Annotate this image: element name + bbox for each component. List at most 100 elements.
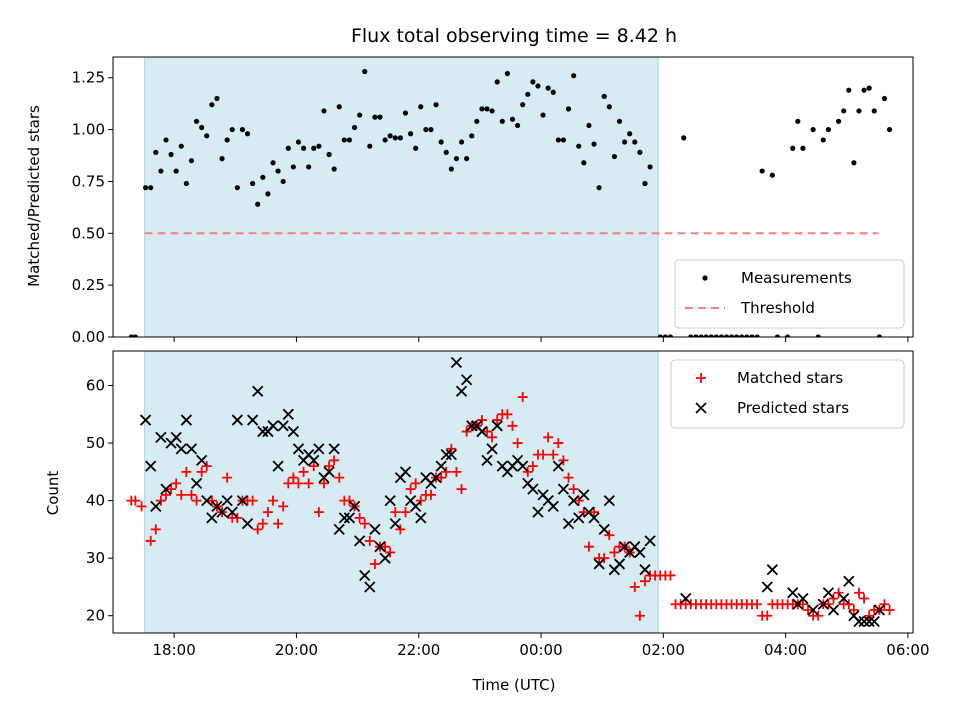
predicted-star-point xyxy=(343,512,356,524)
predicted-star-point xyxy=(817,598,829,610)
legend-predicted-marker xyxy=(695,402,707,414)
measurement-point xyxy=(774,334,781,337)
matched-star-point xyxy=(853,587,864,598)
predicted-star-point xyxy=(267,420,279,432)
predicted-star-point xyxy=(460,374,473,386)
measurement-point xyxy=(851,160,857,166)
matched-star-point xyxy=(160,489,171,500)
measurement-point xyxy=(183,180,189,187)
predicted-star-point xyxy=(787,587,799,599)
measurement-point xyxy=(800,145,806,151)
measurement-point xyxy=(723,334,730,337)
plot-area xyxy=(128,68,893,337)
predicted-star-point xyxy=(308,454,320,466)
measurement-point xyxy=(688,334,694,337)
predicted-star-point xyxy=(277,420,289,432)
matched-star-point xyxy=(380,541,391,552)
measurement-point xyxy=(571,73,577,79)
measurement-point xyxy=(433,102,439,108)
predicted-star-point xyxy=(863,615,875,628)
measurement-point xyxy=(336,104,342,110)
predicted-star-point xyxy=(359,569,371,582)
matched-star-point xyxy=(476,415,487,426)
matched-star-point xyxy=(359,518,370,529)
predicted-star-point xyxy=(196,454,208,466)
predicted-star-point xyxy=(578,489,590,501)
predicted-star-point xyxy=(532,506,544,518)
predicted-star-point xyxy=(455,385,468,397)
measurement-point xyxy=(790,145,796,151)
measurement-point xyxy=(351,124,358,131)
chart-title: Flux total observing time = 8.42 h xyxy=(351,25,677,47)
measurement-point xyxy=(453,156,460,162)
matched-star-point xyxy=(257,518,268,529)
predicted-star-point xyxy=(873,604,886,616)
measurement-point xyxy=(173,168,179,174)
matched-star-point xyxy=(461,426,472,437)
predicted-star-point xyxy=(822,587,835,599)
legend: Matched stars Predicted stars xyxy=(670,359,905,429)
measurement-point xyxy=(627,131,633,137)
predicted-star-point xyxy=(185,443,198,455)
measurement-point xyxy=(540,112,546,118)
matched-star-point xyxy=(558,455,569,466)
x-tick-label: 04:00 xyxy=(764,641,807,659)
predicted-star-point xyxy=(252,385,264,397)
measurement-point xyxy=(734,334,740,337)
measurement-point xyxy=(555,137,561,143)
matched-star-point xyxy=(344,495,355,506)
predicted-star-point xyxy=(201,494,213,507)
measurement-point xyxy=(469,133,475,139)
predicted-star-point xyxy=(175,443,187,455)
measurement-point xyxy=(275,168,281,174)
measurement-point xyxy=(260,174,266,180)
predicted-star-point xyxy=(348,500,361,513)
predicted-star-point xyxy=(466,420,478,432)
measurement-point xyxy=(769,172,775,178)
matched-star-point xyxy=(482,426,493,437)
matched-star-point xyxy=(797,599,808,610)
matched-star-point xyxy=(313,507,324,518)
predicted-star-point xyxy=(430,471,442,484)
measurement-point xyxy=(464,156,470,162)
measurement-point xyxy=(479,106,485,112)
measurement-point xyxy=(596,185,602,191)
matched-star-point xyxy=(171,478,182,489)
matched-star-point xyxy=(176,489,187,500)
measurement-point xyxy=(693,334,699,337)
predicted-star-point xyxy=(180,414,193,426)
legend: Measurements Threshold xyxy=(674,259,905,329)
predicted-star-point xyxy=(415,512,427,524)
predicted-star-point xyxy=(221,494,233,507)
matched-star-point xyxy=(563,472,574,483)
predicted-star-point xyxy=(150,500,162,513)
predicted-star-point xyxy=(226,506,238,518)
predicted-star-point xyxy=(598,523,610,536)
measurement-point xyxy=(681,135,687,141)
matched-star-point xyxy=(150,524,161,535)
predicted-star-point xyxy=(450,356,463,369)
predicted-star-point xyxy=(603,494,615,507)
measurement-point xyxy=(499,118,505,124)
y-tick-label: 30 xyxy=(86,549,105,567)
predicted-star-point xyxy=(807,604,819,616)
legend-label: Measurements xyxy=(741,269,852,287)
y-tick-label: 1.25 xyxy=(72,69,105,87)
measurement-point xyxy=(662,334,668,337)
matched-star-point xyxy=(843,599,854,610)
x-tick-label: 22:00 xyxy=(397,641,440,659)
x-tick-label: 20:00 xyxy=(275,641,318,659)
measurement-point xyxy=(255,201,261,207)
measurement-point xyxy=(601,93,607,100)
predicted-star-point xyxy=(292,443,305,455)
predicted-star-point xyxy=(639,564,651,576)
matched-star-point xyxy=(318,478,329,489)
axes-frame xyxy=(112,56,914,338)
matched-star-point xyxy=(752,599,763,610)
matched-star-point xyxy=(517,392,528,403)
matched-star-point xyxy=(538,449,549,460)
matched-star-point xyxy=(639,576,650,587)
predicted-star-point xyxy=(231,414,243,426)
matched-star-point xyxy=(446,443,457,454)
measurement-point xyxy=(367,143,373,149)
